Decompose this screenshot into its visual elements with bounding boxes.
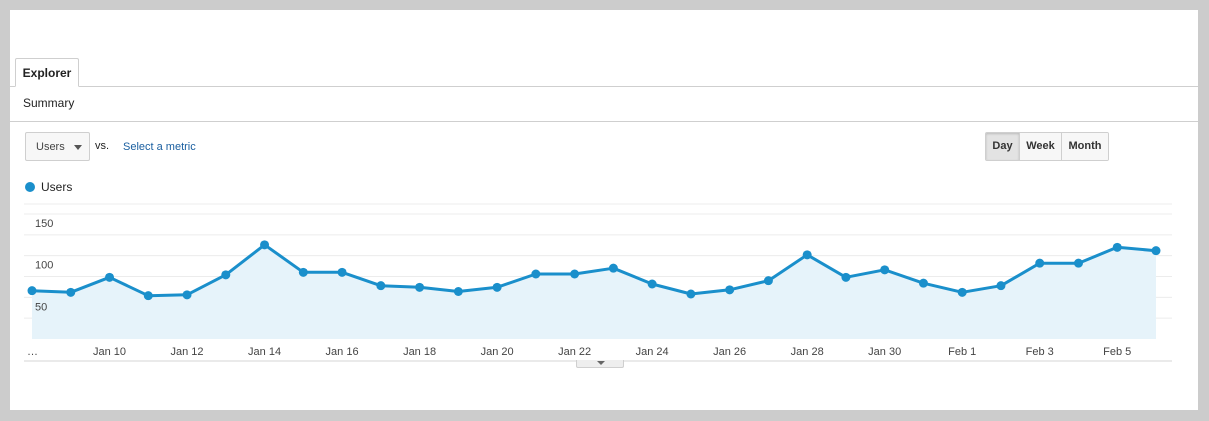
data-point-jan-11 [143, 291, 153, 301]
summary-divider [10, 121, 1198, 122]
x-tick-label: Jan 16 [326, 346, 359, 358]
analytics-panel: Explorer Summary Users vs. Select a metr… [10, 10, 1198, 410]
data-point-jan-24 [647, 279, 657, 289]
data-point-jan-14 [260, 240, 270, 250]
day-button[interactable]: Day [986, 133, 1020, 160]
data-point-jan-25 [686, 289, 696, 299]
summary-subtab[interactable]: Summary [23, 96, 75, 110]
data-point-jan-9 [66, 287, 76, 297]
x-tick-label: Jan 18 [403, 346, 436, 358]
x-tick-label: Jan 24 [636, 346, 669, 358]
x-tick-label: Jan 10 [93, 346, 126, 358]
data-point-jan-13 [221, 270, 231, 280]
week-button[interactable]: Week [1020, 133, 1062, 160]
data-point-jan-16 [337, 267, 347, 277]
data-point-jan-28 [802, 250, 812, 260]
x-tick-label: Feb 5 [1103, 346, 1131, 358]
data-point-feb-1 [957, 287, 967, 297]
data-point-jan-31 [918, 278, 928, 288]
metric-select-label: Users [36, 141, 65, 153]
data-point-jan-26 [725, 285, 735, 295]
data-point-jan-12 [182, 290, 192, 300]
x-tick-label: Jan 20 [481, 346, 514, 358]
x-tick-label: Jan 28 [791, 346, 824, 358]
metric-select[interactable]: Users [25, 132, 90, 161]
series-line-users [31, 243, 1157, 298]
data-point-jan-18 [415, 282, 425, 292]
data-point-feb-2 [996, 281, 1006, 291]
select-metric-link[interactable]: Select a metric [123, 141, 196, 153]
data-point-feb-4 [1073, 258, 1083, 268]
data-point-jan-8 [27, 286, 37, 296]
data-point-jan-30 [880, 265, 890, 275]
month-button[interactable]: Month [1062, 133, 1108, 160]
y-tick-label-50: 50 [35, 301, 47, 313]
data-point-feb-6 [1151, 246, 1161, 256]
data-point-jan-20 [492, 282, 502, 292]
x-tick-label: Jan 14 [248, 346, 281, 358]
y-tick-label-100: 100 [35, 260, 53, 272]
tab-explorer[interactable]: Explorer [15, 58, 79, 87]
data-point-jan-10 [105, 272, 115, 282]
x-tick-label: Jan 26 [713, 346, 746, 358]
line-chart: 50 100 150 … Jan 10 Jan 12 Jan 14 Jan 16 Jan 18 J… [24, 203, 1172, 362]
chevron-down-icon [597, 361, 605, 365]
x-tick-label: … [27, 346, 38, 358]
vs-label: vs. [95, 140, 110, 152]
granularity-toggle: Day Week Month [985, 132, 1109, 161]
x-tick-label: Jan 22 [558, 346, 591, 358]
data-point-jan-17 [376, 281, 386, 291]
x-tick-label: Jan 12 [171, 346, 204, 358]
data-point-feb-5 [1112, 242, 1122, 252]
data-point-jan-15 [298, 267, 308, 277]
chevron-down-icon [74, 145, 82, 150]
series-area [32, 244, 1156, 339]
data-point-jan-23 [608, 263, 618, 273]
tab-divider [10, 86, 1198, 87]
data-point-jan-21 [531, 269, 541, 279]
x-tick-label: Jan 30 [868, 346, 901, 358]
data-point-jan-27 [763, 276, 773, 286]
data-point-jan-22 [570, 269, 580, 279]
chart-legend: Users [25, 180, 72, 194]
legend-label: Users [41, 180, 73, 194]
x-tick-label: Feb 1 [948, 346, 976, 358]
y-tick-label-150: 150 [35, 218, 53, 230]
expand-chart-handle[interactable] [576, 360, 624, 368]
legend-dot-icon [25, 182, 35, 192]
data-point-feb-3 [1035, 258, 1045, 268]
x-tick-label: Feb 3 [1026, 346, 1054, 358]
data-point-jan-19 [453, 287, 463, 296]
data-point-jan-29 [841, 272, 851, 282]
